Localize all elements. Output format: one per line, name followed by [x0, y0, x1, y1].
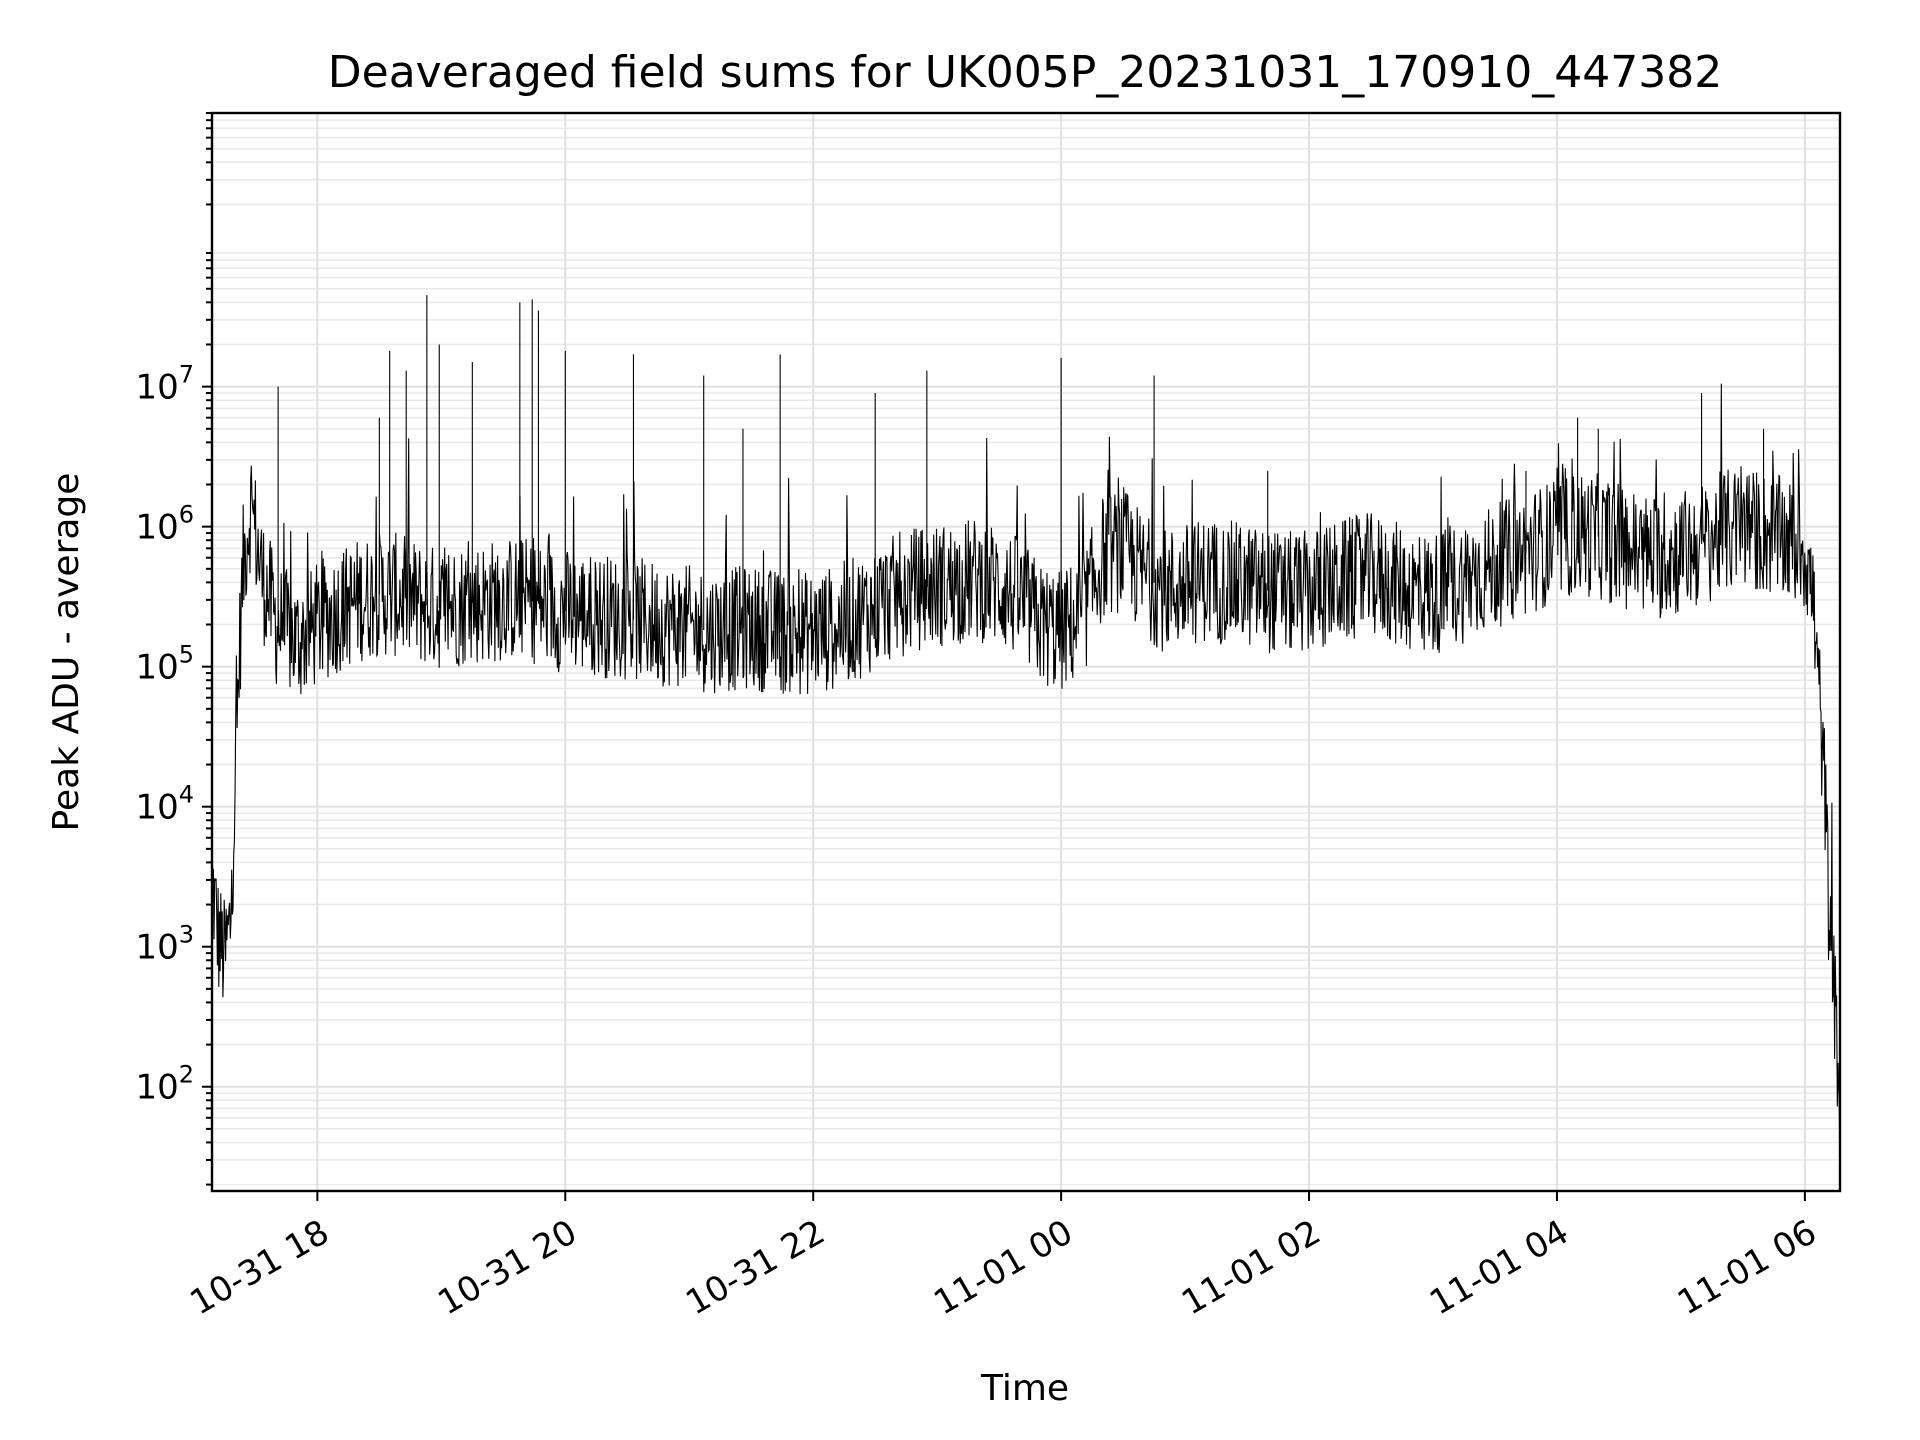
- y-tick-base: 10: [135, 1068, 178, 1108]
- y-tick-label: 102: [135, 1061, 194, 1108]
- x-tick-label: 11-01 04: [1423, 1212, 1575, 1323]
- x-axis-label: Time: [980, 1368, 1069, 1409]
- y-axis-label: Peak ADU - average: [46, 473, 87, 832]
- y-tick-label: 107: [135, 361, 194, 408]
- y-tick-base: 10: [135, 648, 178, 688]
- x-tick-label: 10-31 18: [183, 1212, 335, 1323]
- plot-frame: [210, 111, 1842, 1193]
- y-tick-exponent: 7: [179, 361, 194, 389]
- series-line: [211, 383, 1841, 1167]
- y-tick-label: 106: [135, 501, 194, 548]
- y-tick-exponent: 3: [179, 921, 194, 949]
- y-tick-label: 103: [135, 921, 194, 968]
- series: [211, 295, 1841, 1167]
- x-tick-label: 11-01 06: [1671, 1212, 1823, 1323]
- y-tick-base: 10: [135, 508, 178, 548]
- x-tick-label: 11-01 00: [927, 1212, 1079, 1323]
- y-tick-base: 10: [135, 928, 178, 968]
- y-tick-exponent: 6: [179, 501, 194, 529]
- x-axis: 10-31 18 10-31 20 10-31 22 11-01 00 11-01 02…: [183, 1191, 1823, 1323]
- y-tick-exponent: 5: [179, 641, 194, 669]
- y-tick-base: 10: [135, 368, 178, 408]
- y-tick-label: 105: [135, 641, 194, 688]
- x-tick-label: 11-01 02: [1175, 1212, 1327, 1323]
- chart-title: Deaveraged field sums for UK005P_2023103…: [328, 47, 1722, 98]
- y-tick-exponent: 2: [179, 1061, 194, 1089]
- y-tick-exponent: 4: [179, 781, 194, 809]
- x-tick-label: 10-31 22: [679, 1212, 831, 1323]
- x-tick-label: 10-31 20: [431, 1212, 583, 1323]
- y-tick-label: 104: [135, 781, 194, 828]
- grid: [212, 112, 1840, 1191]
- y-tick-base: 10: [135, 788, 178, 828]
